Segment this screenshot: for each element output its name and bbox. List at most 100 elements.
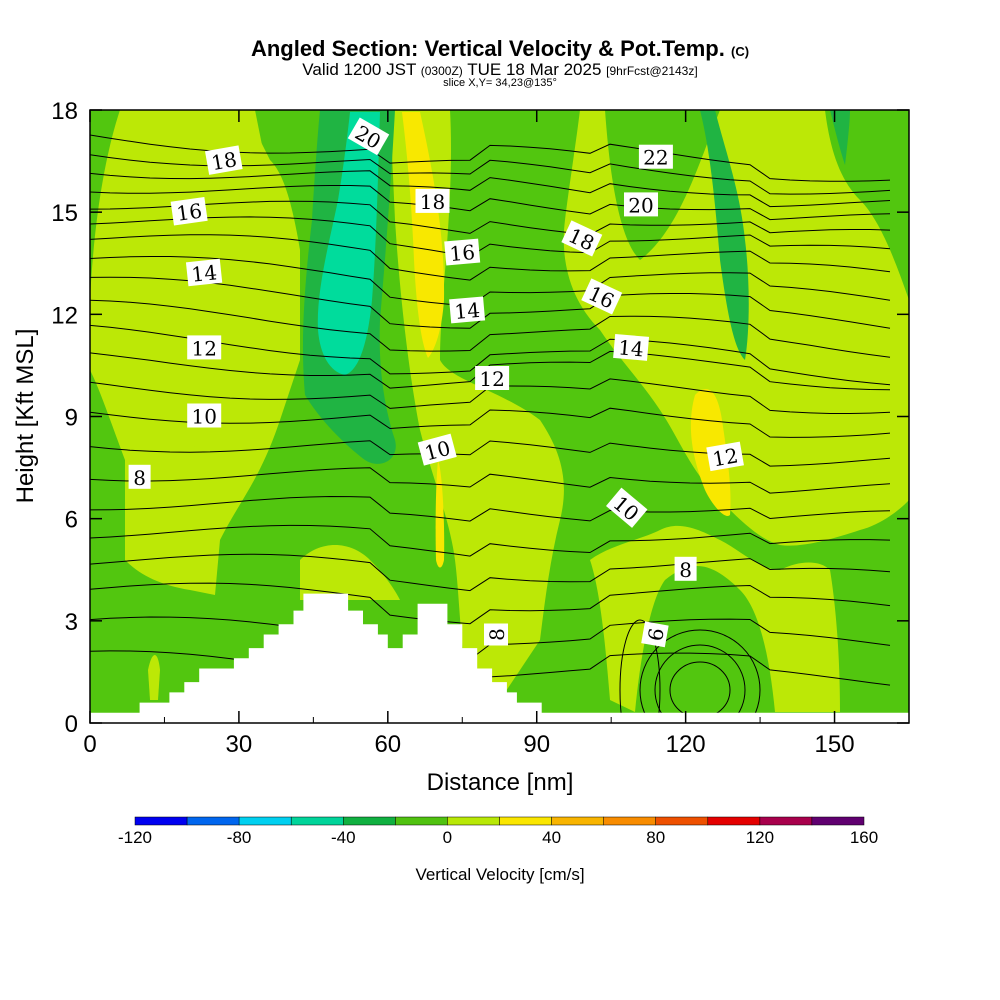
colorbar-tick-label: -40 (331, 828, 356, 847)
contour-label-box (641, 621, 669, 648)
contour-label-box (444, 238, 481, 266)
velocity-fill-strong-downdraft (317, 112, 380, 375)
contour-label: 12 (187, 335, 222, 360)
contour-label: 18 (415, 188, 450, 214)
velocity-fill-updraft-narrow (435, 460, 445, 568)
contour-label-box (417, 433, 457, 466)
colorbar-segment (447, 816, 500, 826)
y-tick-label: 3 (65, 609, 78, 636)
velocity-fill-positive-right (460, 110, 909, 546)
contour-label-text: 14 (190, 260, 218, 287)
x-tick-label: 60 (374, 731, 401, 758)
colorbar-tick-label: -120 (118, 828, 152, 847)
isentrope-line (90, 350, 891, 391)
contour-label-box (187, 335, 222, 360)
velocity-fill-positive-small (148, 655, 160, 700)
contour-label: 8 (484, 623, 509, 646)
contour-label: 16 (444, 238, 481, 266)
colorbar-segment (290, 816, 344, 826)
contour-label-text: 8 (485, 628, 509, 641)
isentrope-closed (639, 629, 761, 723)
contour-label: 22 (638, 144, 673, 170)
y-tick-label: 0 (65, 711, 78, 738)
colorbar-tick-label: 0 (443, 828, 452, 847)
x-axis-label: Distance [nm] (427, 769, 574, 796)
isentrope-line (90, 256, 891, 307)
colorbar: -120 -80 -40 0 40 80 120 160 (118, 816, 878, 847)
x-tick-label: 0 (83, 731, 96, 758)
contour-label: 8 (128, 464, 151, 490)
isentrope-line (90, 276, 891, 329)
colorbar-tick-label: -80 (227, 828, 252, 847)
contour-label: 8 (674, 556, 697, 582)
contour-label-box (187, 403, 222, 428)
terrain-fill (90, 593, 909, 725)
isentrope-line (90, 440, 891, 467)
isentrope-line (90, 170, 891, 208)
y-tick-label: 18 (51, 98, 78, 125)
colorbar-segment (343, 816, 396, 826)
contour-label-box (606, 487, 648, 528)
x-tick-label: 150 (815, 731, 855, 758)
contour-label-box (581, 278, 623, 315)
slice-info: slice X,Y= 34,23@135° (443, 77, 557, 89)
axes: 0 30 60 90 120 150 0 3 6 9 12 15 18 (51, 98, 909, 758)
colorbar-segment (238, 816, 292, 826)
terrain-profile (90, 593, 909, 725)
colorbar-segment (811, 816, 865, 826)
contour-label-box (484, 623, 508, 646)
contour-label-text: 6 (643, 626, 669, 643)
isentrope-line (90, 582, 891, 625)
contour-label-box (347, 117, 390, 156)
velocity-fill-positive-lower-right (590, 525, 840, 712)
contour-label: 18 (205, 145, 243, 175)
isentrope-line (90, 553, 891, 592)
contour-label-box (613, 333, 650, 361)
colorbar-tick-label: 40 (542, 828, 561, 847)
contour-label-text: 12 (191, 336, 216, 360)
y-tick-label: 15 (51, 200, 78, 227)
isentrope-line (90, 324, 891, 386)
contour-label: 6 (641, 621, 669, 648)
contour-label: 10 (187, 403, 222, 429)
valid-time-line: Valid 1200 JST (0300Z) TUE 18 Mar 2025 [… (302, 60, 698, 79)
contour-label: 20 (347, 117, 390, 156)
contour-label-text: 16 (449, 240, 476, 266)
y-tick-label: 12 (51, 302, 78, 329)
isentrope-closed (654, 644, 746, 723)
velocity-fill-positive-lower-left (300, 545, 400, 600)
contour-label-box (475, 366, 510, 390)
chart-title: Angled Section: Vertical Velocity & Pot.… (250, 36, 750, 61)
contour-label-box (561, 220, 603, 257)
contour-label-text: 16 (175, 199, 204, 226)
contour-label-text: 22 (643, 146, 668, 170)
isentrope-closed (619, 619, 661, 723)
contour-label-box (128, 464, 151, 489)
contour-label: 12 (475, 366, 510, 391)
isentrope-line (90, 216, 891, 257)
vertical-velocity-field (90, 110, 909, 723)
colorbar-tick-label: 160 (850, 828, 878, 847)
isentrope-line (90, 407, 891, 438)
velocity-fill-negative-top (830, 110, 850, 165)
colorbar-label: Vertical Velocity [cm/s] (415, 865, 584, 884)
velocity-fill-negative-right (700, 110, 749, 360)
contour-label-text: 20 (628, 193, 653, 217)
isentrope-line (90, 234, 891, 281)
colorbar-segment (551, 816, 604, 826)
colorbar-tick-label: 120 (746, 828, 774, 847)
contour-label-box (624, 192, 658, 217)
isentrope-line (90, 200, 891, 236)
contour-label: 20 (624, 192, 658, 217)
y-tick-label: 9 (65, 405, 78, 432)
y-axis-label: Height [Kft MSL] (12, 329, 39, 504)
contour-label-box (170, 196, 208, 226)
contour-label-text: 8 (679, 558, 692, 582)
isentrope-line (90, 299, 891, 358)
colorbar-segment (759, 816, 813, 826)
contour-label-box (449, 296, 486, 324)
contour-label-text: 10 (191, 405, 216, 429)
contour-label: 14 (613, 333, 650, 361)
